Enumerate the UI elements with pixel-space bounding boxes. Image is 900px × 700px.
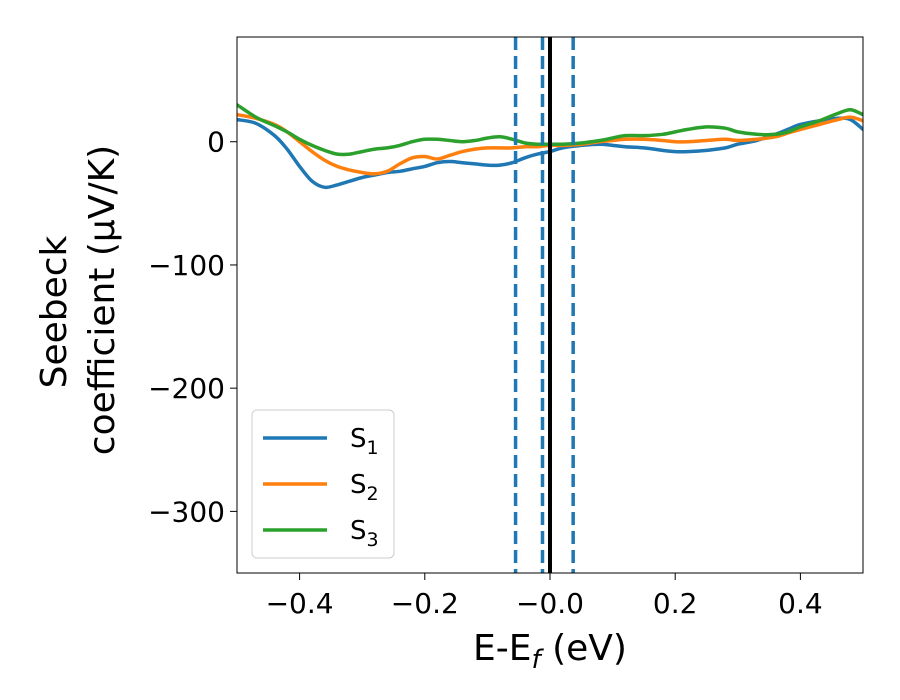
- y-tick-label: 0: [207, 126, 225, 159]
- x-tick-label: −0.4: [266, 587, 334, 620]
- x-tick-label: −0.2: [391, 587, 459, 620]
- series-line-s2: [237, 112, 863, 176]
- reference-lines: [513, 37, 575, 573]
- y-axis-ticks: 0 −100 −200 −300: [148, 126, 237, 528]
- legend-label-s2: S2: [350, 470, 379, 505]
- x-axis-title-unit: (eV): [541, 628, 627, 669]
- legend: S1 S2 S3: [251, 409, 395, 559]
- x-axis-title: E-Ef (eV): [473, 628, 627, 675]
- x-tick-label: 0.2: [653, 587, 698, 620]
- series-lines: [237, 103, 863, 190]
- legend-label-s3: S3: [350, 516, 379, 551]
- x-axis-title-main: E-E: [473, 628, 531, 669]
- y-tick-label: −200: [148, 372, 225, 405]
- series-line-s1: [237, 116, 863, 190]
- y-axis-title-line2: coefficient (μV/K): [82, 145, 123, 455]
- y-axis-title-line1: Seebeck: [34, 235, 75, 388]
- series-line-s3: [237, 103, 863, 157]
- y-tick-label: −300: [148, 495, 225, 528]
- x-axis-ticks: −0.4 −0.2 −0.0 0.2 0.4: [266, 573, 823, 620]
- x-tick-label: −0.0: [516, 587, 584, 620]
- y-axis-title: Seebeck coefficient (μV/K): [34, 145, 123, 455]
- legend-label-s1: S1: [350, 424, 379, 459]
- x-tick-label: 0.4: [778, 587, 823, 620]
- y-tick-label: −100: [148, 249, 225, 282]
